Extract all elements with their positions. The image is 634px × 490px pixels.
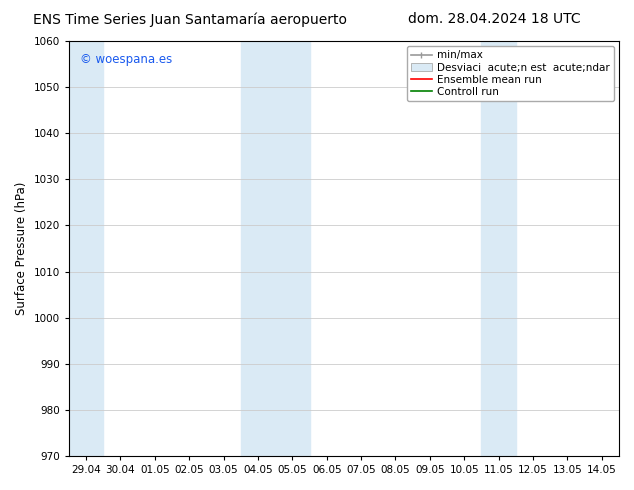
Bar [241, 41, 309, 456]
Bar [69, 41, 103, 456]
Legend: min/max, Desviaci  acute;n est  acute;ndar, Ensemble mean run, Controll run: min/max, Desviaci acute;n est acute;ndar… [406, 46, 614, 101]
Text: dom. 28.04.2024 18 UTC: dom. 28.04.2024 18 UTC [408, 12, 581, 26]
Y-axis label: Surface Pressure (hPa): Surface Pressure (hPa) [15, 182, 28, 315]
Bar [481, 41, 516, 456]
Text: © woespana.es: © woespana.es [80, 53, 172, 67]
Text: ENS Time Series Juan Santamaría aeropuerto: ENS Time Series Juan Santamaría aeropuer… [33, 12, 347, 27]
